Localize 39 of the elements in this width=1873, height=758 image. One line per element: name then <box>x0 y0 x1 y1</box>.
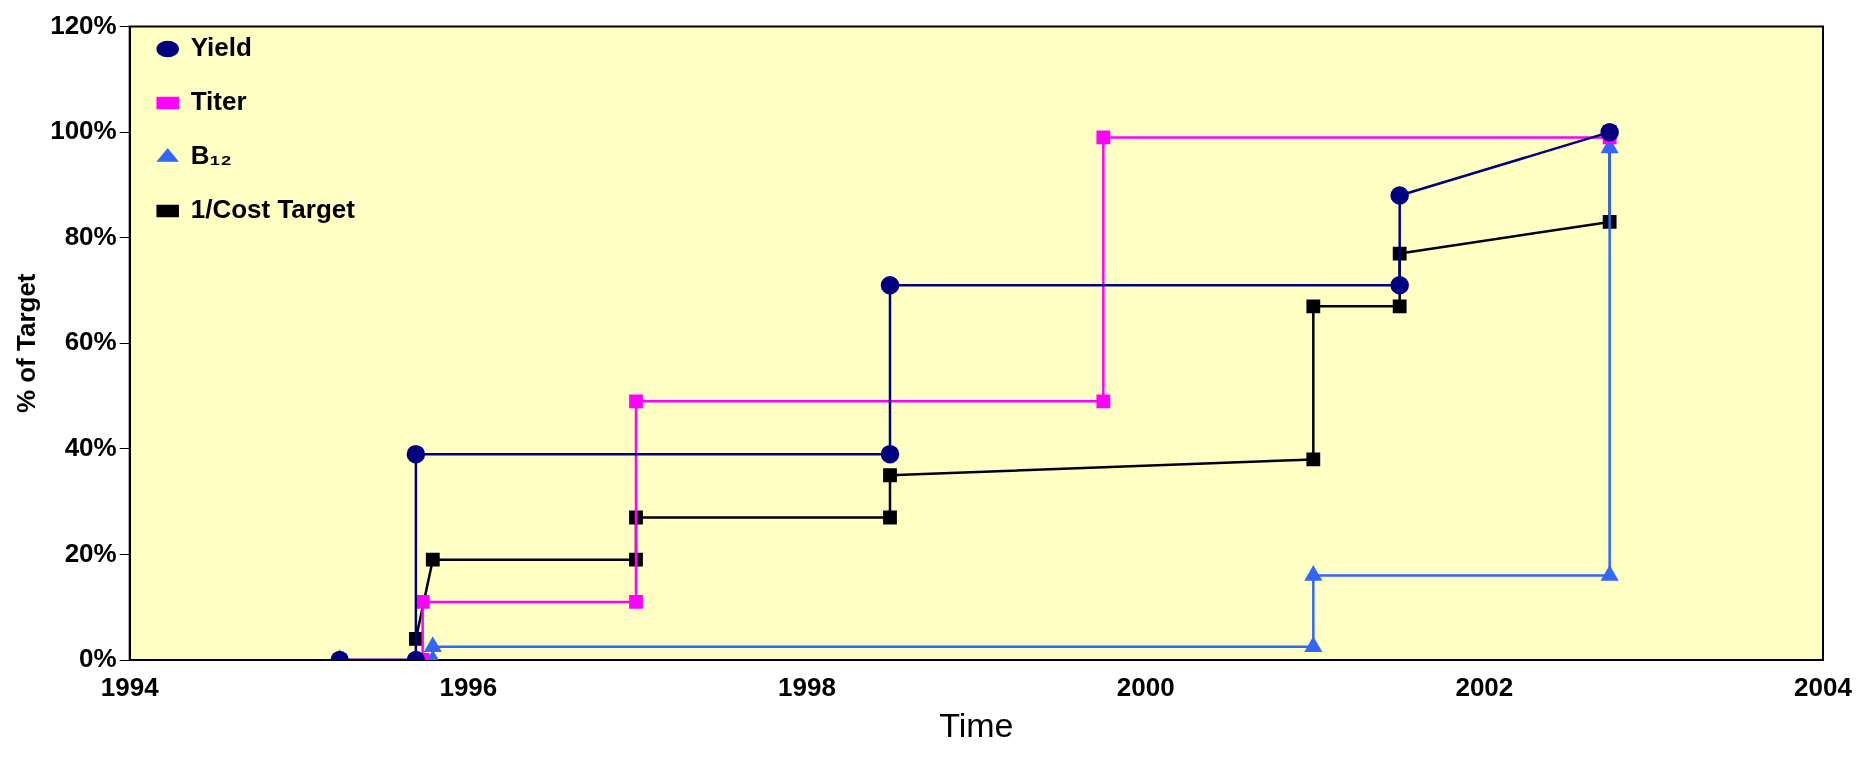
point <box>1305 637 1322 653</box>
point <box>1392 299 1407 314</box>
point <box>1096 394 1111 409</box>
y-tick-label: 120% <box>50 9 117 40</box>
y-tick-label: 20% <box>64 537 117 568</box>
point <box>1096 130 1111 145</box>
point <box>880 275 900 295</box>
legend-label: B₁₂ <box>190 140 232 171</box>
x-tick-label: 2004 <box>1794 671 1853 702</box>
point <box>1390 275 1409 295</box>
point <box>415 595 430 609</box>
point <box>629 394 643 409</box>
point <box>880 444 900 464</box>
x-tick-label: 1994 <box>100 671 160 702</box>
x-axis-title: Time <box>939 705 1014 744</box>
legend-label: 1/Cost Target <box>190 194 356 225</box>
y-tick-label: 0% <box>79 643 117 674</box>
point <box>424 637 441 653</box>
point <box>883 510 897 525</box>
y-tick-label: 60% <box>64 326 117 357</box>
point <box>1306 299 1321 314</box>
point <box>425 552 440 567</box>
y-axis-title: % of Target <box>10 273 41 414</box>
point <box>629 595 643 609</box>
y-tick-label: 40% <box>64 432 117 463</box>
legend-label: Yield <box>190 32 252 63</box>
point <box>883 468 897 483</box>
point <box>1601 566 1618 581</box>
x-tick-label: 1998 <box>778 671 836 702</box>
point <box>1390 186 1409 205</box>
x-tick-label: 2000 <box>1116 671 1175 702</box>
point <box>406 444 426 464</box>
y-tick-label: 80% <box>64 220 117 251</box>
y-tick-label: 100% <box>50 115 117 146</box>
x-tick-label: 1996 <box>439 671 498 702</box>
x-tick-label: 2002 <box>1455 671 1514 702</box>
legend-label: Titer <box>190 86 247 117</box>
point <box>1305 566 1322 581</box>
point <box>1306 452 1321 467</box>
